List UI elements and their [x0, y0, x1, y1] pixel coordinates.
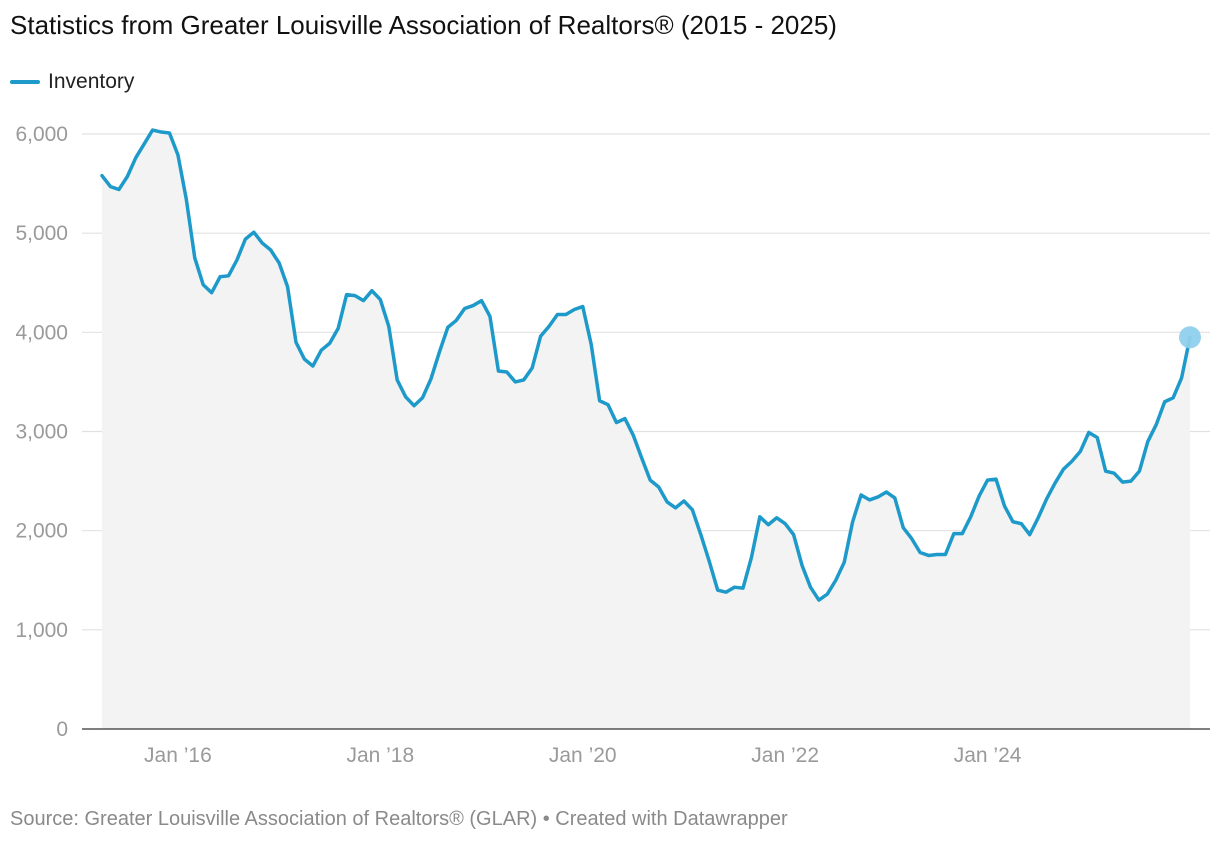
y-axis-labels: 0 1,000 2,000 3,000 4,000 5,000 6,000: [15, 123, 68, 741]
inventory-area: [102, 130, 1190, 729]
legend-label-inventory: Inventory: [48, 70, 135, 93]
y-tick-label: 5,000: [15, 222, 68, 245]
x-tick-label: Jan ’16: [144, 744, 212, 767]
y-tick-label: 4,000: [15, 321, 68, 344]
x-tick-label: Jan ’18: [346, 744, 414, 767]
y-tick-label: 1,000: [15, 619, 68, 642]
last-value-marker[interactable]: [1179, 326, 1201, 349]
x-tick-label: Jan ’24: [954, 744, 1022, 767]
x-axis-ticks: Jan ’16 Jan ’18 Jan ’20 Jan ’22 Jan ’24: [144, 744, 1022, 767]
source-note: Source: Greater Louisville Association o…: [10, 808, 788, 830]
legend: Inventory: [10, 69, 134, 95]
x-tick-label: Jan ’20: [549, 744, 617, 767]
chart-title: Statistics from Greater Louisville Assoc…: [10, 10, 837, 40]
legend-swatch-inventory: [10, 80, 40, 84]
y-tick-label: 2,000: [15, 520, 68, 543]
y-tick-label: 0: [56, 718, 68, 741]
y-tick-label: 6,000: [15, 123, 68, 146]
x-tick-label: Jan ’22: [751, 744, 819, 767]
y-tick-label: 3,000: [15, 421, 68, 444]
inventory-line: [100, 128, 1192, 602]
